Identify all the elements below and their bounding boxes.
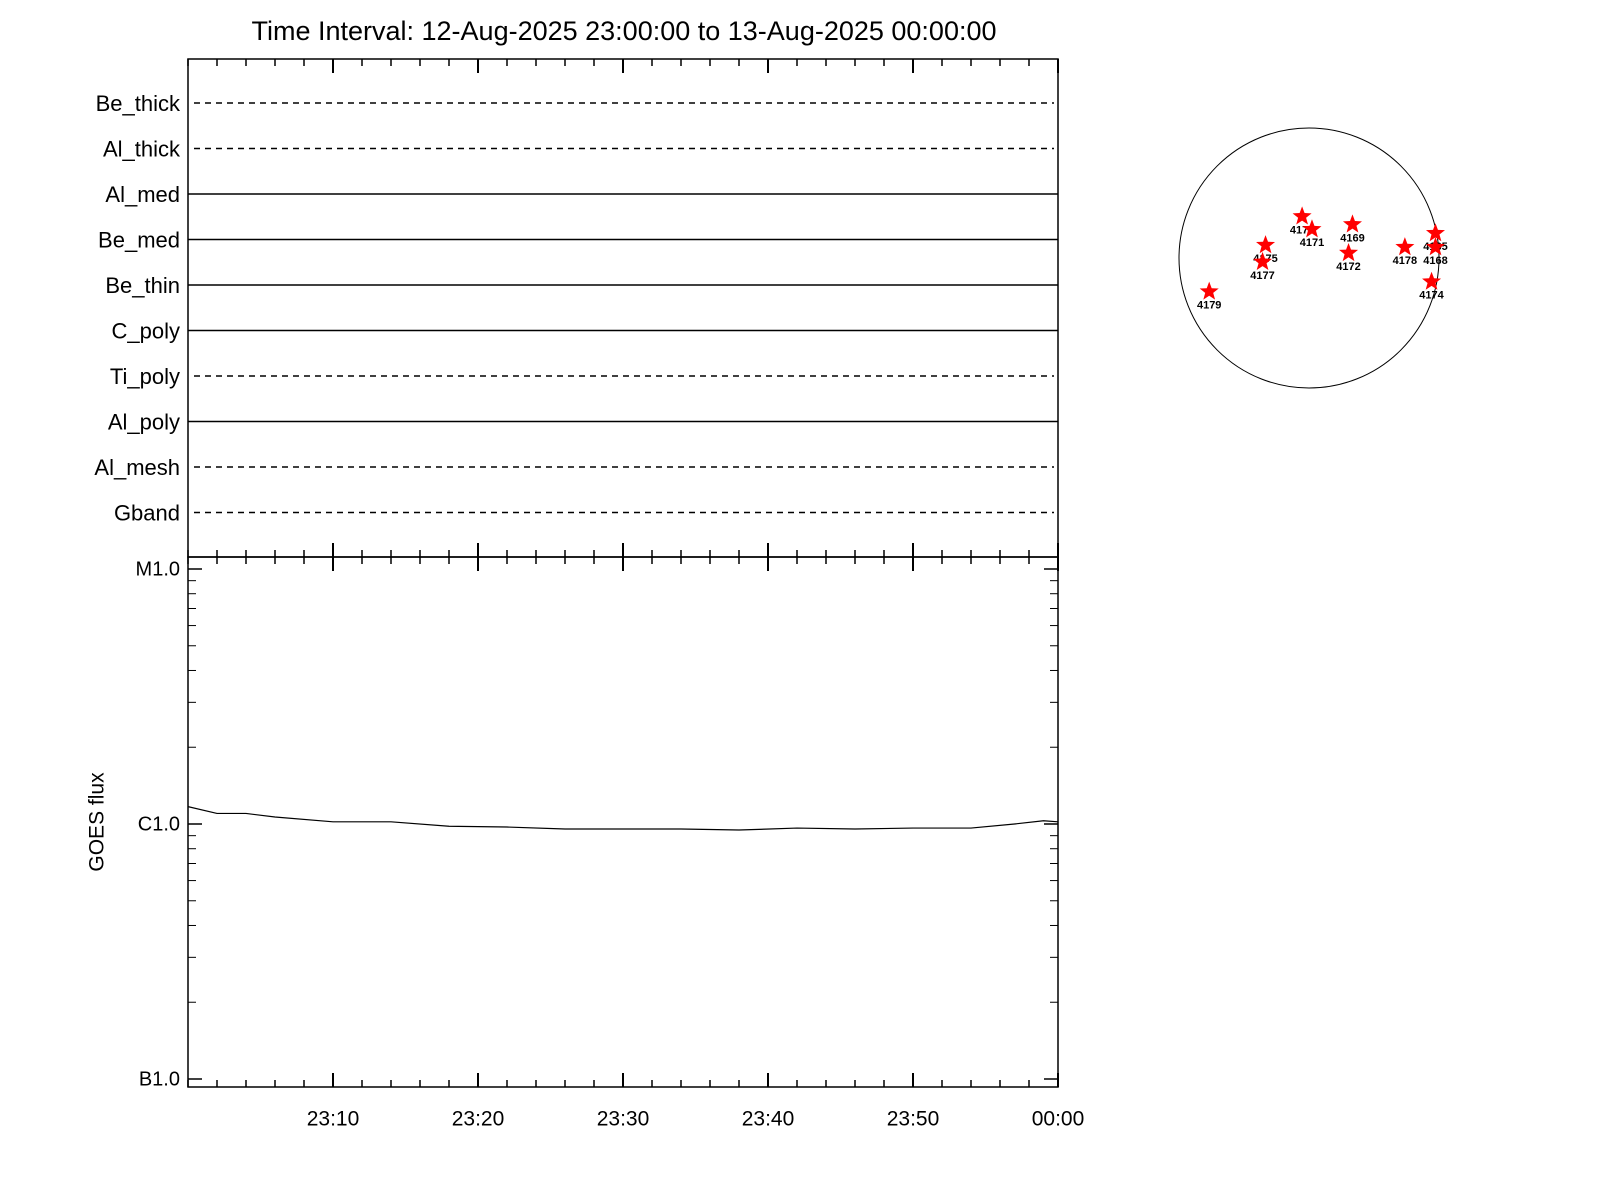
filter-label: Be_thick <box>96 91 181 116</box>
region-marker <box>1425 237 1445 256</box>
filter-label: Be_med <box>98 227 180 252</box>
region-marker <box>1199 281 1219 300</box>
filter-label: Al_poly <box>108 409 180 434</box>
region-label: 4172 <box>1336 261 1360 273</box>
x-tick-label: 23:30 <box>597 1108 650 1131</box>
region-label: 4178 <box>1393 255 1417 267</box>
goes-line <box>187 806 1059 831</box>
region-marker <box>1339 242 1359 262</box>
region-marker <box>1342 214 1362 233</box>
region-marker <box>1253 251 1273 271</box>
region-marker <box>1425 223 1445 242</box>
region-label: 4169 <box>1340 232 1364 244</box>
filter-label: Al_mesh <box>94 455 180 480</box>
solar-disk <box>1178 127 1440 389</box>
x-tick-label: 23:50 <box>887 1108 940 1131</box>
region-marker <box>1395 237 1415 256</box>
filter-label: Al_med <box>105 182 180 207</box>
x-tick-label: 23:10 <box>307 1108 360 1131</box>
filter-label: C_poly <box>112 318 180 343</box>
region-marker <box>1422 271 1442 290</box>
region-label: 4168 <box>1423 255 1447 267</box>
y-tick-label: C1.0 <box>138 813 180 835</box>
y-tick-label: B1.0 <box>139 1068 180 1090</box>
region-label: 4177 <box>1250 270 1274 282</box>
region-marker <box>1256 235 1276 254</box>
x-tick-label: 00:00 <box>1032 1108 1085 1131</box>
region-label: 4174 <box>1419 290 1444 302</box>
x-tick-label: 23:20 <box>452 1108 505 1131</box>
filter-label: Be_thin <box>105 273 180 298</box>
region-marker <box>1292 206 1312 225</box>
chart-title: Time Interval: 12-Aug-2025 23:00:00 to 1… <box>251 16 996 46</box>
filter-label: Ti_poly <box>110 364 180 389</box>
region-marker <box>1302 219 1322 238</box>
region-label: 4171 <box>1300 237 1324 249</box>
x-tick-label: 23:40 <box>742 1108 795 1131</box>
filter-label: Gband <box>114 500 180 525</box>
filter-label: Al_thick <box>103 136 181 161</box>
y-axis-label: GOES flux <box>86 772 109 872</box>
y-tick-label: M1.0 <box>136 558 180 580</box>
region-label: 4179 <box>1197 299 1221 311</box>
